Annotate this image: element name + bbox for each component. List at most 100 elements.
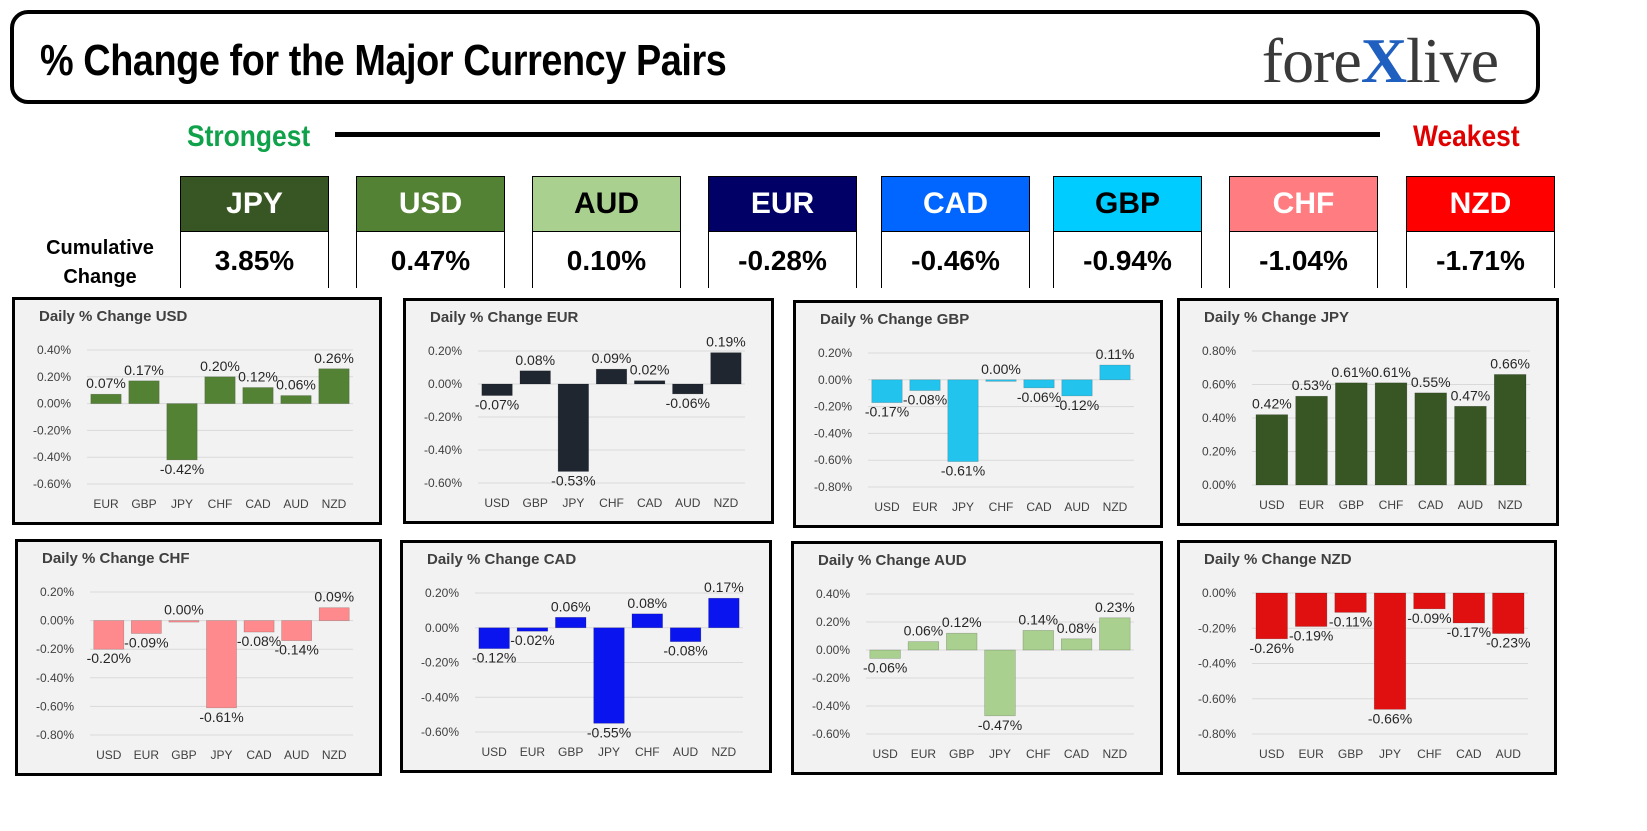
x-tick-label: NZD — [712, 745, 737, 759]
data-label: 0.42% — [1252, 396, 1292, 412]
data-label: 0.20% — [200, 358, 240, 374]
data-label: 0.00% — [164, 602, 204, 618]
bar-jpy — [593, 627, 625, 724]
x-tick-label: GBP — [171, 748, 196, 762]
bar-aud — [669, 627, 702, 642]
data-label: 0.08% — [1057, 620, 1097, 636]
bar-jpy — [166, 403, 198, 461]
bar-jpy — [947, 379, 979, 462]
x-tick-label: EUR — [1298, 747, 1324, 761]
x-tick-label: EUR — [1299, 498, 1325, 512]
data-label: 0.61% — [1371, 364, 1411, 380]
bar-chf — [1413, 592, 1446, 610]
data-label: 0.02% — [630, 362, 670, 378]
data-label: -0.20% — [87, 650, 131, 666]
data-label: 0.00% — [981, 361, 1021, 377]
x-tick-label: CHF — [989, 500, 1014, 514]
y-tick-label: -0.40% — [1198, 657, 1236, 671]
data-label: -0.55% — [587, 724, 631, 740]
data-label: 0.14% — [1018, 611, 1058, 627]
data-label: -0.12% — [472, 650, 516, 666]
y-tick-label: 0.40% — [816, 587, 850, 601]
y-tick-label: 0.00% — [425, 621, 459, 635]
cumulative-value: -0.28% — [709, 232, 856, 289]
currency-name: EUR — [709, 177, 856, 232]
x-tick-label: CHF — [208, 497, 233, 511]
y-tick-label: 0.20% — [37, 370, 71, 384]
x-tick-label: GBP — [949, 747, 974, 761]
bar-chf — [1022, 630, 1054, 651]
chart-title: Daily % Change EUR — [430, 309, 579, 326]
data-label: -0.17% — [865, 404, 909, 420]
bar-usd — [871, 379, 903, 403]
currency-name: CHF — [1230, 177, 1377, 232]
data-label: -0.08% — [903, 392, 947, 408]
bar-usd — [1255, 592, 1288, 640]
data-label: -0.12% — [1055, 397, 1099, 413]
x-tick-label: AUD — [1064, 500, 1090, 514]
bar-chf — [1374, 382, 1408, 486]
data-label: -0.06% — [1017, 389, 1061, 405]
x-tick-label: NZD — [714, 496, 739, 510]
y-tick-label: 0.80% — [1202, 344, 1236, 358]
chart-title: Daily % Change CAD — [427, 551, 577, 568]
currency-name: CAD — [882, 177, 1029, 232]
bar-eur — [907, 641, 940, 651]
y-tick-label: -0.20% — [421, 656, 459, 670]
x-tick-label: USD — [872, 747, 898, 761]
x-tick-label: NZD — [1103, 747, 1128, 761]
bar-gbp — [519, 370, 551, 385]
currency-name: GBP — [1054, 177, 1201, 232]
chart-title: Daily % Change CHF — [42, 550, 190, 567]
bar-eur — [516, 627, 549, 632]
data-label: -0.42% — [160, 461, 204, 477]
x-tick-label: NZD — [322, 497, 347, 511]
y-tick-label: -0.80% — [36, 728, 74, 742]
bar-gbp — [1335, 382, 1368, 486]
forexlive-logo[interactable]: foreXlive — [1262, 24, 1499, 98]
x-tick-label: CAD — [1418, 498, 1444, 512]
bar-chart: 0.20% 0.00% -0.20% -0.40% -0.60% -0.80% -0.20%… — [36, 585, 354, 762]
bar-chf — [204, 376, 236, 404]
y-tick-label: -0.20% — [812, 671, 850, 685]
bar-chart: 0.20% 0.00% -0.20% -0.40% -0.60% -0.80% -0.17%… — [814, 346, 1135, 514]
data-label: -0.14% — [274, 642, 318, 658]
x-tick-label: AUD — [675, 496, 701, 510]
x-tick-label: JPY — [598, 745, 620, 759]
data-label: -0.09% — [1407, 610, 1451, 626]
cumulative-box-usd: USD 0.47% — [356, 176, 505, 289]
y-tick-label: 0.00% — [816, 643, 850, 657]
bar-gbp — [946, 632, 978, 651]
data-label: 0.61% — [1331, 364, 1371, 380]
data-label: 0.12% — [942, 614, 982, 630]
logo-text-right: live — [1406, 25, 1499, 96]
bar-nzd — [708, 597, 740, 629]
bar-eur — [1295, 592, 1328, 627]
data-label: -0.06% — [666, 395, 710, 411]
bar-gbp — [1334, 592, 1367, 613]
data-label: -0.61% — [941, 463, 985, 479]
y-tick-label: 0.20% — [40, 585, 74, 599]
y-tick-label: -0.20% — [814, 400, 852, 414]
x-tick-label: GBP — [1338, 747, 1363, 761]
bar-chart: 0.20% 0.00% -0.20% -0.40% -0.60% -0.12% USD -0.… — [421, 579, 744, 759]
x-tick-label: CHF — [635, 745, 660, 759]
bar-nzd — [1099, 617, 1131, 651]
chart-panel-nzd: Daily % Change NZD 0.00% -0.20% -0.40% -0.60… — [1177, 540, 1557, 775]
y-tick-label: 0.00% — [1202, 478, 1236, 492]
data-label: 0.53% — [1292, 377, 1332, 393]
bar-aud — [672, 383, 704, 395]
x-tick-label: GBP — [131, 497, 156, 511]
bar-eur — [909, 379, 941, 391]
bar-chart: 0.80% 0.60% 0.40% 0.20% 0.00% 0.42% USD 0.53% EU… — [1202, 344, 1530, 512]
bar-cad — [242, 387, 274, 404]
bar-cad — [634, 380, 666, 385]
bar-aud — [1492, 592, 1525, 634]
y-tick-label: -0.20% — [33, 423, 71, 437]
data-label: 0.11% — [1096, 346, 1135, 362]
x-tick-label: CAD — [1064, 747, 1090, 761]
cumulative-box-cad: CAD -0.46% — [881, 176, 1030, 289]
y-tick-label: -0.60% — [36, 699, 74, 713]
chart-panel-chf: Daily % Change CHF 0.20% 0.00% -0.20% -0.40%… — [15, 539, 382, 776]
header-banner: % Change for the Major Currency Pairs fo… — [10, 10, 1540, 104]
